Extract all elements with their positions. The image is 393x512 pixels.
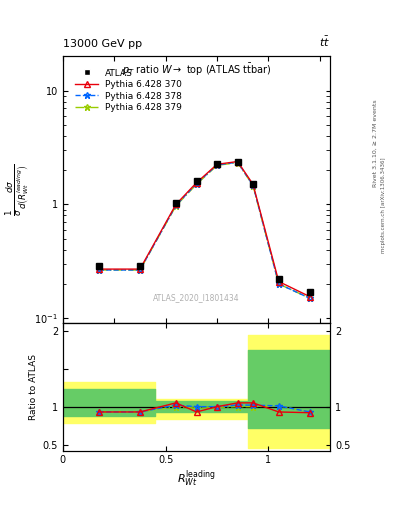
Y-axis label: Ratio to ATLAS: Ratio to ATLAS — [29, 354, 39, 420]
Legend: ATLAS, Pythia 6.428 370, Pythia 6.428 378, Pythia 6.428 379: ATLAS, Pythia 6.428 370, Pythia 6.428 37… — [72, 65, 186, 116]
Text: ATLAS_2020_I1801434: ATLAS_2020_I1801434 — [153, 293, 240, 302]
Y-axis label: $\frac{1}{\sigma}\frac{d\sigma}{d\left(R_{Wt}^{leading}\right)}$: $\frac{1}{\sigma}\frac{d\sigma}{d\left(R… — [4, 164, 31, 216]
Text: $t\bar{t}$: $t\bar{t}$ — [319, 34, 330, 49]
Text: Rivet 3.1.10, ≥ 2.7M events: Rivet 3.1.10, ≥ 2.7M events — [373, 99, 378, 187]
Text: 13000 GeV pp: 13000 GeV pp — [63, 38, 142, 49]
X-axis label: $R_{Wt}^{\rm leading}$: $R_{Wt}^{\rm leading}$ — [177, 468, 216, 489]
Text: $p_T$ ratio $W\rightarrow$ top (ATLAS t$\bar{\rm t}$bar): $p_T$ ratio $W\rightarrow$ top (ATLAS t$… — [122, 61, 271, 78]
Text: mcplots.cern.ch [arXiv:1306.3436]: mcplots.cern.ch [arXiv:1306.3436] — [381, 157, 386, 252]
